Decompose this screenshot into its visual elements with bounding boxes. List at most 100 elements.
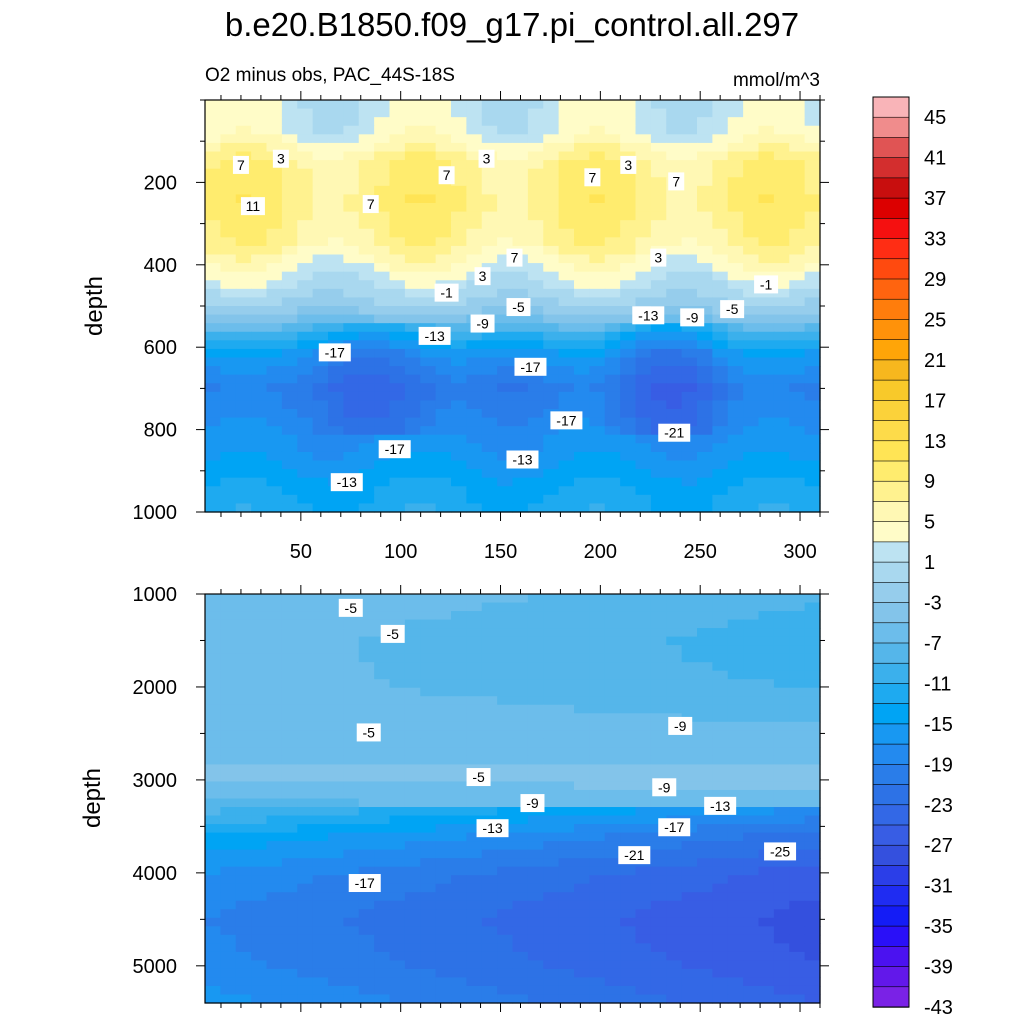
field-cell — [789, 469, 806, 479]
field-cell — [758, 314, 775, 324]
field-cell — [220, 314, 237, 324]
field-cell — [712, 486, 729, 496]
field-cell — [574, 858, 590, 868]
field-cell — [266, 670, 283, 680]
contour-label: -17 — [348, 874, 381, 893]
field-cell — [574, 486, 590, 496]
field-cell — [743, 297, 760, 307]
field-cell — [205, 875, 221, 885]
field-cell — [574, 245, 590, 256]
field-cell — [650, 134, 667, 144]
field-cell — [635, 866, 652, 876]
field-cell — [389, 738, 406, 748]
field-cell — [481, 254, 498, 264]
field-cell — [789, 926, 806, 936]
field-cell — [235, 917, 252, 927]
field-cell — [220, 297, 237, 307]
field-cell — [666, 237, 683, 247]
field-cell — [758, 194, 775, 204]
field-cell — [451, 824, 467, 834]
field-cell — [466, 160, 483, 170]
field-cell — [297, 168, 314, 178]
field-cell — [574, 807, 590, 817]
field-cell — [312, 892, 329, 902]
field-cell — [235, 798, 252, 808]
field-cell — [435, 383, 452, 393]
field-cell — [635, 391, 652, 402]
field-cell — [620, 687, 637, 697]
field-cell — [312, 460, 329, 470]
field-cell — [435, 211, 452, 221]
field-cell — [343, 211, 360, 221]
field-cell — [804, 960, 821, 970]
field-cell — [466, 348, 483, 359]
field-cell — [527, 469, 544, 479]
field-cell — [743, 807, 760, 817]
field-cell — [420, 687, 437, 697]
field-cell — [358, 100, 375, 110]
field-cell — [527, 892, 544, 902]
field-cell — [681, 798, 698, 808]
field-cell — [466, 747, 483, 757]
field-cell — [266, 357, 283, 367]
field-cell — [281, 951, 298, 961]
field-cell — [266, 460, 283, 470]
field-cell — [620, 653, 637, 663]
field-cell — [312, 858, 329, 868]
field-cell — [466, 366, 483, 376]
contour-label: -17 — [514, 357, 547, 376]
field-cell — [604, 237, 621, 247]
field-cell — [789, 602, 806, 612]
field-cell — [297, 841, 314, 851]
field-cell — [466, 841, 483, 851]
field-cell — [343, 696, 360, 706]
field-cell — [281, 391, 298, 402]
field-cell — [281, 721, 298, 731]
contour-label-text: -13 — [425, 328, 445, 344]
colorbar-swatch — [872, 925, 910, 948]
field-cell — [404, 434, 421, 444]
field-cell — [635, 177, 652, 187]
field-cell — [481, 391, 498, 402]
field-cell — [297, 662, 314, 672]
field-cell — [297, 314, 314, 324]
field-cell — [343, 730, 360, 740]
field-cell — [789, 142, 806, 153]
field-cell — [804, 271, 821, 281]
field-cell — [435, 228, 452, 238]
field-cell — [374, 858, 391, 868]
field-cell — [635, 168, 652, 178]
field-cell — [328, 288, 344, 299]
field-cell — [527, 194, 544, 204]
contour-label-box — [632, 306, 665, 325]
field-cell — [512, 866, 529, 876]
field-cell — [712, 211, 729, 221]
field-cell — [681, 619, 698, 629]
field-cell — [435, 883, 452, 893]
field-cell — [297, 764, 314, 774]
contour-label-text: 3 — [624, 157, 632, 173]
field-cell — [527, 866, 544, 876]
field-cell — [512, 909, 529, 919]
field-cell — [297, 477, 314, 487]
field-cell — [666, 807, 683, 817]
field-cell — [620, 900, 637, 910]
field-cell — [451, 443, 467, 453]
field-cell — [681, 357, 698, 367]
field-cell — [358, 451, 375, 462]
field-cell — [389, 469, 406, 479]
field-cell — [666, 254, 683, 264]
field-cell — [374, 331, 391, 341]
field-cell — [481, 858, 498, 868]
field-cell — [451, 892, 467, 902]
field-cell — [420, 194, 437, 204]
field-cell — [727, 177, 744, 187]
field-cell — [789, 194, 806, 204]
field-cell — [266, 443, 283, 453]
field-cell — [435, 409, 452, 419]
field-cell — [558, 738, 575, 748]
field-cell — [235, 738, 252, 748]
contour-label-text: -13 — [638, 307, 658, 323]
field-cell — [758, 331, 775, 341]
field-cell — [205, 125, 221, 135]
